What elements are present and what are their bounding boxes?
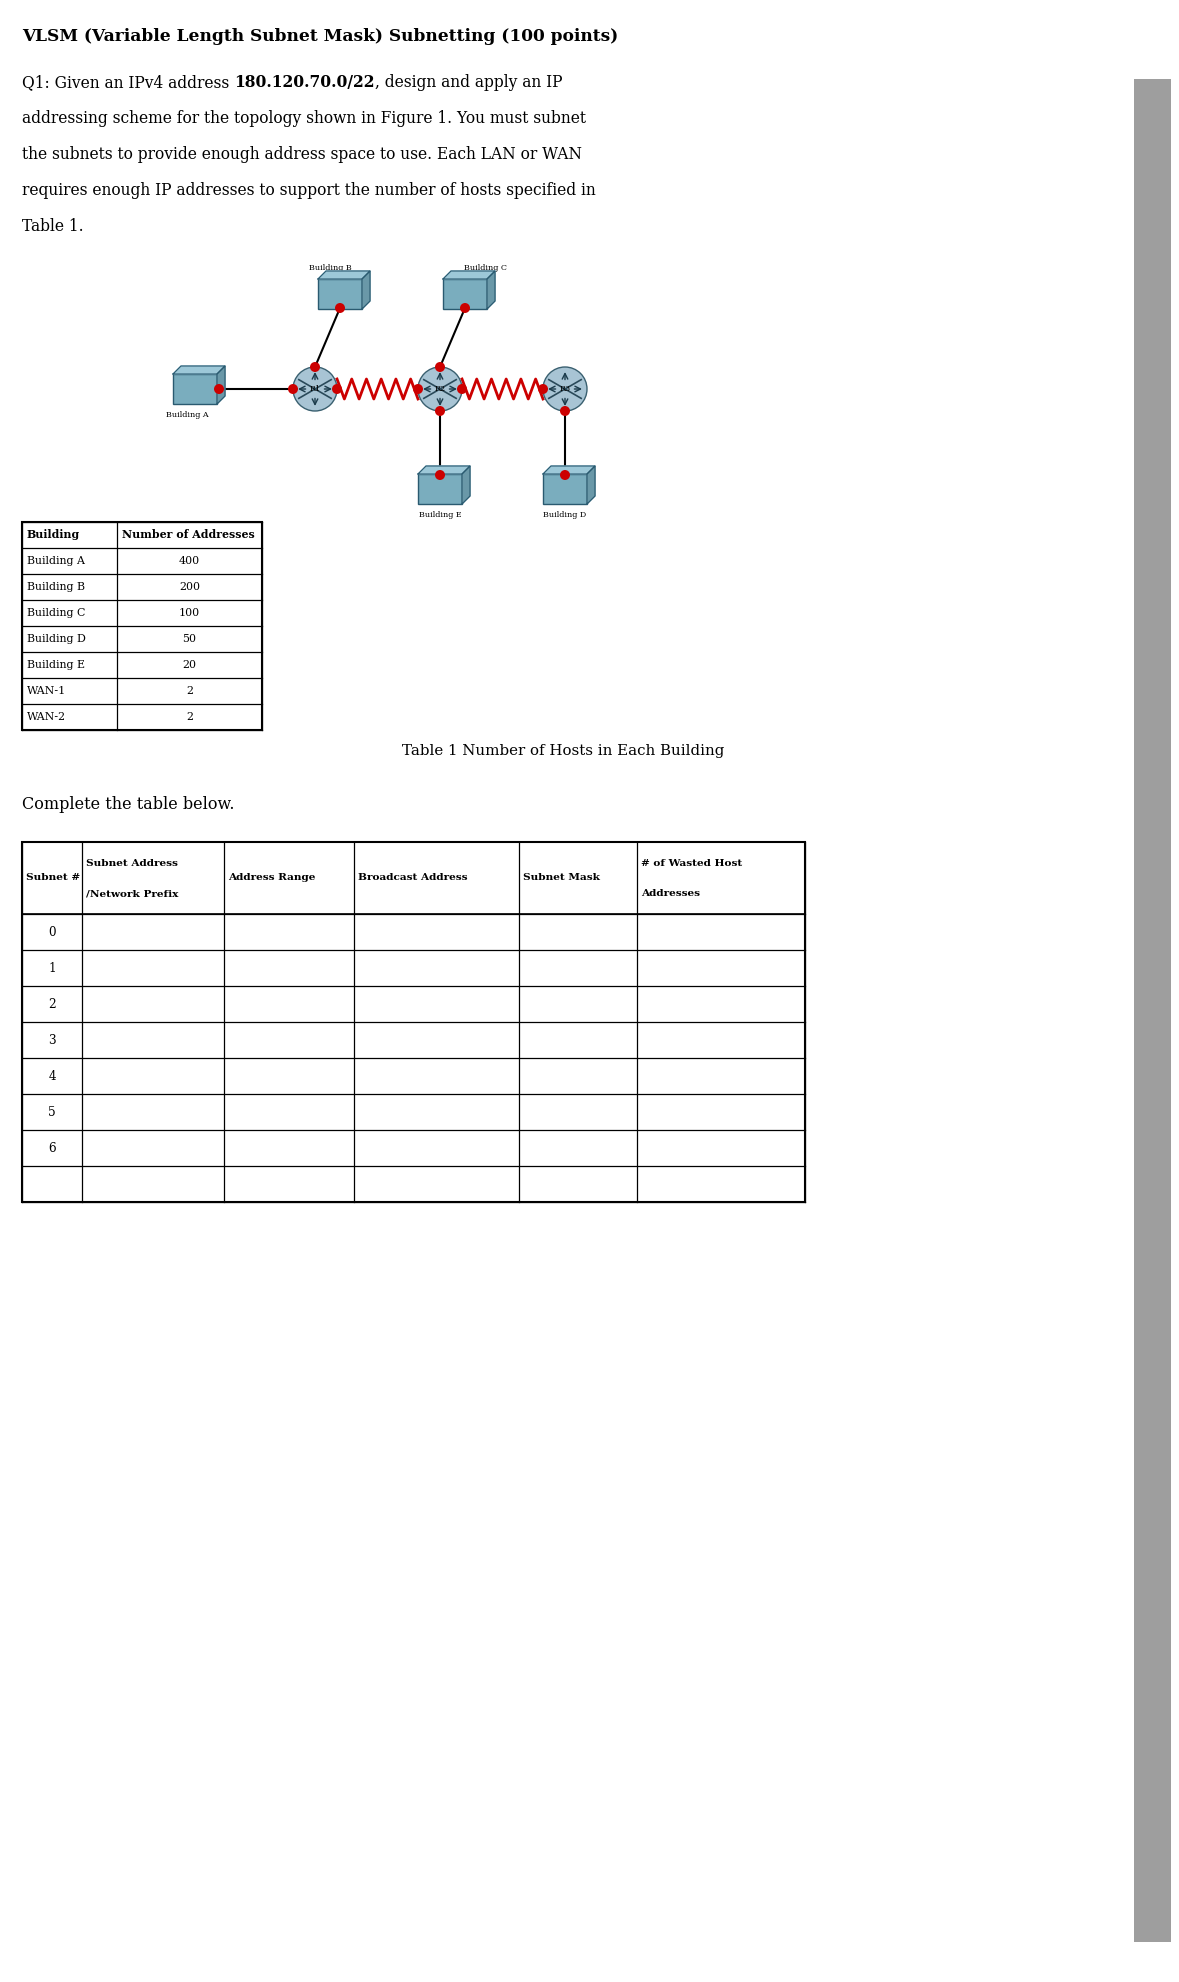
Text: Building D: Building D (544, 511, 587, 519)
Text: VLSM (Variable Length Subnet Mask) Subnetting (100 points): VLSM (Variable Length Subnet Mask) Subne… (22, 28, 618, 46)
Text: 400: 400 (179, 557, 200, 567)
Text: 4: 4 (48, 1070, 55, 1082)
Polygon shape (419, 466, 470, 474)
Circle shape (288, 385, 298, 394)
Polygon shape (487, 272, 495, 309)
Text: addressing scheme for the topology shown in Figure 1. You must subnet: addressing scheme for the topology shown… (22, 109, 586, 127)
Polygon shape (462, 466, 470, 503)
FancyBboxPatch shape (173, 375, 217, 404)
Text: Subnet Address: Subnet Address (86, 858, 178, 868)
Text: 50: 50 (183, 634, 197, 644)
Text: Q1: Given an IPv4 address: Q1: Given an IPv4 address (22, 73, 235, 91)
Text: WAN-2: WAN-2 (27, 712, 66, 721)
Polygon shape (217, 367, 225, 404)
Text: 5: 5 (48, 1106, 55, 1118)
Text: Building E: Building E (419, 511, 461, 519)
Text: 100: 100 (179, 608, 200, 618)
Circle shape (332, 385, 342, 394)
Text: 1: 1 (48, 961, 55, 975)
Text: Addresses: Addresses (641, 890, 700, 898)
Text: Broadcast Address: Broadcast Address (358, 874, 468, 882)
Circle shape (460, 303, 470, 313)
Text: R1: R1 (309, 385, 321, 392)
Text: 200: 200 (179, 583, 200, 593)
Text: WAN-1: WAN-1 (27, 686, 66, 696)
Text: Building: Building (27, 529, 80, 541)
Bar (1134, 79, 1171, 1942)
Circle shape (560, 470, 569, 480)
Circle shape (538, 385, 548, 394)
Bar (22, 842, 805, 1201)
Text: requires enough IP addresses to support the number of hosts specified in: requires enough IP addresses to support … (22, 182, 595, 198)
Circle shape (435, 406, 444, 416)
Text: 3: 3 (48, 1033, 55, 1046)
FancyBboxPatch shape (544, 474, 587, 503)
Circle shape (310, 363, 320, 373)
Text: 2: 2 (48, 997, 55, 1011)
Text: 6: 6 (48, 1142, 55, 1154)
Circle shape (419, 367, 462, 410)
Text: Building A: Building A (27, 557, 85, 567)
Bar (22, 521, 262, 729)
Text: 180.120.70.0/22: 180.120.70.0/22 (235, 73, 375, 91)
Text: 20: 20 (183, 660, 197, 670)
Text: Building E: Building E (27, 660, 85, 670)
Polygon shape (173, 367, 225, 375)
Text: # of Wasted Host: # of Wasted Host (641, 858, 743, 868)
FancyBboxPatch shape (419, 474, 462, 503)
Text: Building C: Building C (463, 264, 507, 272)
Circle shape (435, 470, 444, 480)
Text: 2: 2 (186, 686, 193, 696)
Circle shape (560, 406, 569, 416)
Polygon shape (587, 466, 595, 503)
Text: Building A: Building A (166, 410, 209, 418)
Text: 0: 0 (48, 926, 55, 939)
Circle shape (413, 385, 423, 394)
Text: Building D: Building D (27, 634, 86, 644)
Text: Subnet #: Subnet # (26, 874, 80, 882)
Text: Table 1.: Table 1. (22, 218, 84, 236)
Text: Building C: Building C (27, 608, 86, 618)
Text: Table 1 Number of Hosts in Each Building: Table 1 Number of Hosts in Each Building (402, 743, 724, 757)
Text: R3: R3 (560, 385, 571, 392)
Text: Number of Addresses: Number of Addresses (121, 529, 255, 541)
Circle shape (215, 385, 224, 394)
Polygon shape (318, 272, 370, 279)
FancyBboxPatch shape (318, 279, 362, 309)
Circle shape (435, 363, 444, 373)
Text: 2: 2 (186, 712, 193, 721)
Text: Address Range: Address Range (228, 874, 315, 882)
Circle shape (335, 303, 345, 313)
Text: the subnets to provide enough address space to use. Each LAN or WAN: the subnets to provide enough address sp… (22, 147, 582, 163)
Polygon shape (544, 466, 595, 474)
Circle shape (457, 385, 467, 394)
Text: R2: R2 (434, 385, 446, 392)
Text: , design and apply an IP: , design and apply an IP (375, 73, 562, 91)
Text: /Network Prefix: /Network Prefix (86, 890, 178, 898)
Circle shape (544, 367, 587, 410)
Circle shape (294, 367, 337, 410)
Polygon shape (443, 272, 495, 279)
FancyBboxPatch shape (443, 279, 487, 309)
Text: Building B: Building B (27, 583, 85, 593)
Text: Complete the table below.: Complete the table below. (22, 797, 235, 813)
Text: Subnet Mask: Subnet Mask (523, 874, 600, 882)
Text: Building B: Building B (309, 264, 351, 272)
Polygon shape (362, 272, 370, 309)
